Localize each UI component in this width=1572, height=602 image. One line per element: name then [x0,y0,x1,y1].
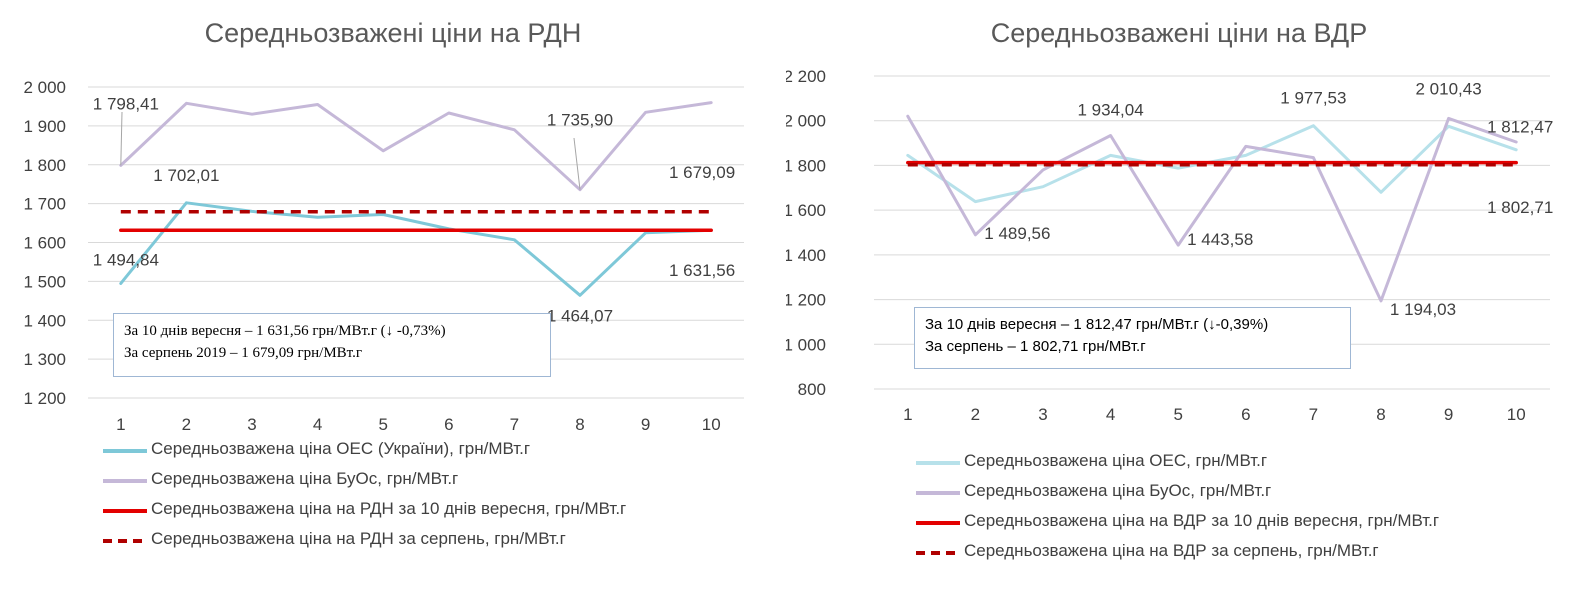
data-label: 1 977,53 [1280,89,1346,108]
legend-label: Середньозважена ціна на ВДР за 10 днів в… [964,511,1440,530]
x-tick-label: 6 [1241,405,1250,424]
y-tick-label: 1 000 [786,335,826,354]
chart-title: Середньозважені ціни на РДН [204,18,582,48]
x-tick-label: 1 [903,405,912,424]
x-tick-label: 2 [971,405,980,424]
y-tick-label: 2 000 [786,112,826,131]
x-tick-label: 9 [1444,405,1453,424]
data-label: 1 798,41 [93,94,159,113]
x-tick-label: 5 [1173,405,1182,424]
data-label: 1 735,90 [547,111,613,130]
y-tick-label: 1 600 [786,201,826,220]
x-tick-label: 8 [575,415,584,434]
series-line [906,114,1518,303]
y-tick-label: 800 [798,380,826,399]
plot-area: 1 200 1 300 1 400 1 500 1 600 1 700 1 800 1 900… [23,78,744,434]
x-tick-label: 7 [1309,405,1318,424]
x-tick-label: 4 [313,415,322,434]
chart-vdr: Середньозважені ціни на ВДР 800 1 000 1 20… [786,0,1572,602]
note-line: За серпень 2019 – 1 679,09 грн/МВт.г [124,345,362,361]
data-label: 1 702,01 [153,166,219,185]
label-leader-line [120,111,123,166]
note-line: За 10 днів вересня – 1 812,47 грн/МВт.г … [925,316,1269,333]
x-tick-label: 6 [444,415,453,434]
note-line: За 10 днів вересня – 1 631,56 грн/МВт.г … [124,323,446,339]
data-label: 2 010,43 [1416,79,1482,98]
data-label: 1 443,58 [1187,230,1253,249]
data-label: 1 464,07 [547,306,613,325]
x-tick-label: 5 [378,415,387,434]
legend-label: Середньозважена ціна на ВДР за серпень, … [964,541,1379,560]
x-tick-label: 10 [702,415,721,434]
y-tick-label: 1 900 [23,117,66,136]
y-tick-label: 1 200 [23,389,66,408]
x-tick-label: 2 [182,415,191,434]
summary-note: За 10 днів вересня – 1 812,47 грн/МВт.г … [914,307,1351,369]
chart-rdn: Середньозважені ціни на РДН 1 200 1 300 1 … [23,18,744,548]
data-label: 1 631,56 [669,261,735,280]
x-tick-label: 1 [116,415,125,434]
legend-label: Середньозважена ціна ОЕС, грн/МВт.г [964,451,1268,470]
legend-label: Середньозважена ціна БуОс, грн/МВт.г [151,469,459,488]
legend-label: Середньозважена ціна на РДН за серпень, … [151,529,566,548]
x-tick-label: 7 [510,415,519,434]
data-label: 1 194,03 [1390,300,1456,319]
y-tick-label: 1 400 [23,311,66,330]
y-tick-label: 1 800 [786,156,826,175]
data-label: 1 679,09 [669,163,735,182]
y-tick-label: 1 500 [23,272,66,291]
y-tick-label: 1 200 [786,291,826,310]
plot-area: 800 1 000 1 200 1 400 1 600 1 800 2 000 2 200 1 2… [786,67,1553,424]
data-label: 1 489,56 [984,224,1050,243]
legend-label: Середньозважена ціна БуОс, грн/МВт.г [964,481,1272,500]
y-tick-label: 1 600 [23,234,66,253]
label-leader-line [573,137,581,190]
x-tick-label: 8 [1376,405,1385,424]
y-tick-label: 1 300 [23,350,66,369]
y-tick-label: 1 800 [23,156,66,175]
series-line [119,201,713,297]
x-tick-label: 9 [641,415,650,434]
x-tick-label: 4 [1106,405,1115,424]
y-tick-label: 1 700 [23,195,66,214]
data-label: 1 812,47 [1487,118,1553,137]
data-label: 1 802,71 [1487,198,1553,217]
x-tick-label: 3 [1038,405,1047,424]
data-label: 1 494,84 [93,250,159,269]
note-line: За серпень – 1 802,71 грн/МВт.г [925,338,1146,355]
legend-label: Середньозважена ціна ОЕС (України), грн/… [151,439,531,458]
chart-title: Середньозважені ціни на ВДР [990,18,1368,48]
y-tick-label: 2 000 [23,78,66,97]
legend-label: Середньозважена ціна на РДН за 10 днів в… [151,499,627,518]
x-tick-label: 10 [1507,405,1526,424]
data-label: 1 934,04 [1078,100,1144,119]
series-line [119,101,713,192]
x-tick-label: 3 [247,415,256,434]
y-tick-label: 1 400 [786,246,826,265]
y-tick-label: 2 200 [786,67,826,86]
summary-note: За 10 днів вересня – 1 631,56 грн/МВт.г … [113,313,551,377]
